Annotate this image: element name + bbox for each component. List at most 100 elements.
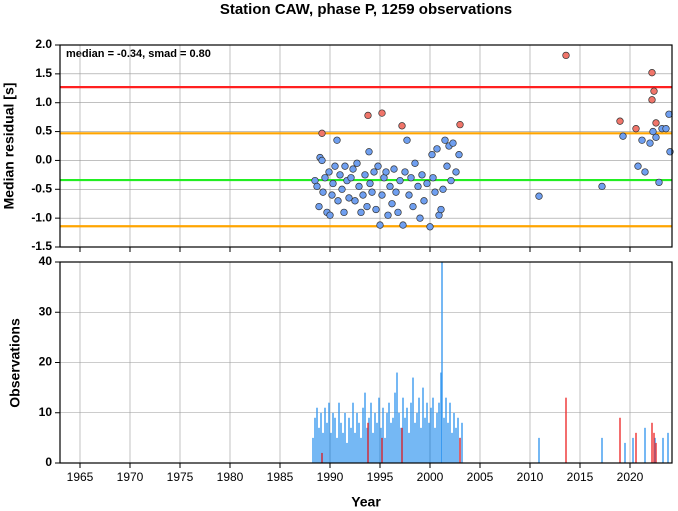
bar <box>655 442 657 463</box>
data-point <box>407 174 415 182</box>
data-point <box>378 191 386 199</box>
bar <box>312 437 314 463</box>
data-point <box>452 168 460 176</box>
y-tick-label: 40 <box>39 254 53 268</box>
data-point <box>437 205 445 214</box>
bar <box>453 412 455 463</box>
bar <box>455 427 457 463</box>
bar <box>380 427 382 463</box>
bar <box>445 397 447 463</box>
data-point <box>619 132 627 140</box>
data-point <box>338 185 346 193</box>
data-point <box>562 51 570 60</box>
bar <box>348 417 350 463</box>
data-point <box>345 194 353 202</box>
data-point <box>365 148 373 156</box>
bar <box>418 397 420 463</box>
plot-frame <box>59 261 673 464</box>
bar <box>432 397 434 463</box>
data-point <box>326 211 334 219</box>
data-point <box>646 139 654 147</box>
bar <box>392 417 394 463</box>
data-point <box>347 174 355 182</box>
data-point <box>318 156 326 165</box>
bar <box>400 427 402 463</box>
data-point <box>616 117 624 125</box>
bar <box>426 402 428 463</box>
data-point <box>315 202 323 211</box>
bar <box>394 392 396 463</box>
data-point <box>665 110 673 118</box>
data-point <box>351 197 359 205</box>
data-point <box>455 151 463 159</box>
bar <box>412 377 414 463</box>
data-point <box>357 208 365 217</box>
data-point <box>411 159 419 167</box>
bar <box>376 422 378 463</box>
bar <box>410 402 412 463</box>
bar <box>396 372 398 463</box>
data-point <box>370 168 378 176</box>
data-point <box>372 205 380 214</box>
data-point <box>456 120 464 129</box>
x-axis-title: Year <box>351 494 381 510</box>
bar <box>366 427 368 463</box>
bar <box>316 407 318 463</box>
data-point <box>382 168 390 176</box>
bar <box>358 422 360 463</box>
bar <box>372 432 374 463</box>
data-point <box>429 174 437 182</box>
bar <box>381 437 383 463</box>
data-point <box>388 200 396 208</box>
bar <box>434 427 436 463</box>
data-point <box>318 129 326 137</box>
data-point <box>414 182 422 191</box>
data-point <box>423 179 431 188</box>
data-point <box>349 165 357 173</box>
bar <box>654 437 656 463</box>
data-point <box>535 192 543 200</box>
y-axis-title: Observations <box>7 318 23 408</box>
bar <box>459 437 461 463</box>
data-point <box>359 191 367 199</box>
bar <box>538 437 540 463</box>
data-point <box>649 127 657 136</box>
data-point <box>394 208 402 217</box>
x-tick-label: 2000 <box>417 470 444 484</box>
bar <box>368 417 370 463</box>
data-point <box>420 197 428 205</box>
data-point <box>392 188 400 196</box>
bar <box>461 422 463 463</box>
data-point <box>443 162 451 170</box>
data-point <box>384 211 392 219</box>
data-point <box>366 179 374 188</box>
y-tick-label: 1.5 <box>35 66 52 80</box>
bar <box>436 412 438 463</box>
bar <box>322 432 324 463</box>
bar <box>370 402 372 463</box>
data-point <box>329 179 337 188</box>
data-point <box>353 159 361 167</box>
data-point <box>428 151 436 159</box>
bar <box>424 417 426 463</box>
y-tick-label: -0.5 <box>31 181 52 195</box>
data-point <box>648 96 656 104</box>
bar <box>388 402 390 463</box>
y-tick-label: 0.0 <box>35 153 52 167</box>
bar <box>390 422 392 463</box>
bar <box>635 432 637 463</box>
chart-title: Station CAW, phase P, 1259 observations <box>220 1 512 18</box>
data-point <box>378 109 386 117</box>
bar <box>386 412 388 463</box>
data-point <box>390 165 398 173</box>
x-tick-label: 1995 <box>367 470 394 484</box>
data-point <box>340 208 348 217</box>
data-point <box>652 119 660 127</box>
bar <box>404 417 406 463</box>
y-tick-label: -1.5 <box>31 239 52 253</box>
data-point <box>328 191 336 199</box>
bar <box>428 422 430 463</box>
data-point <box>403 136 411 144</box>
data-point <box>638 136 646 144</box>
bar <box>644 427 646 463</box>
